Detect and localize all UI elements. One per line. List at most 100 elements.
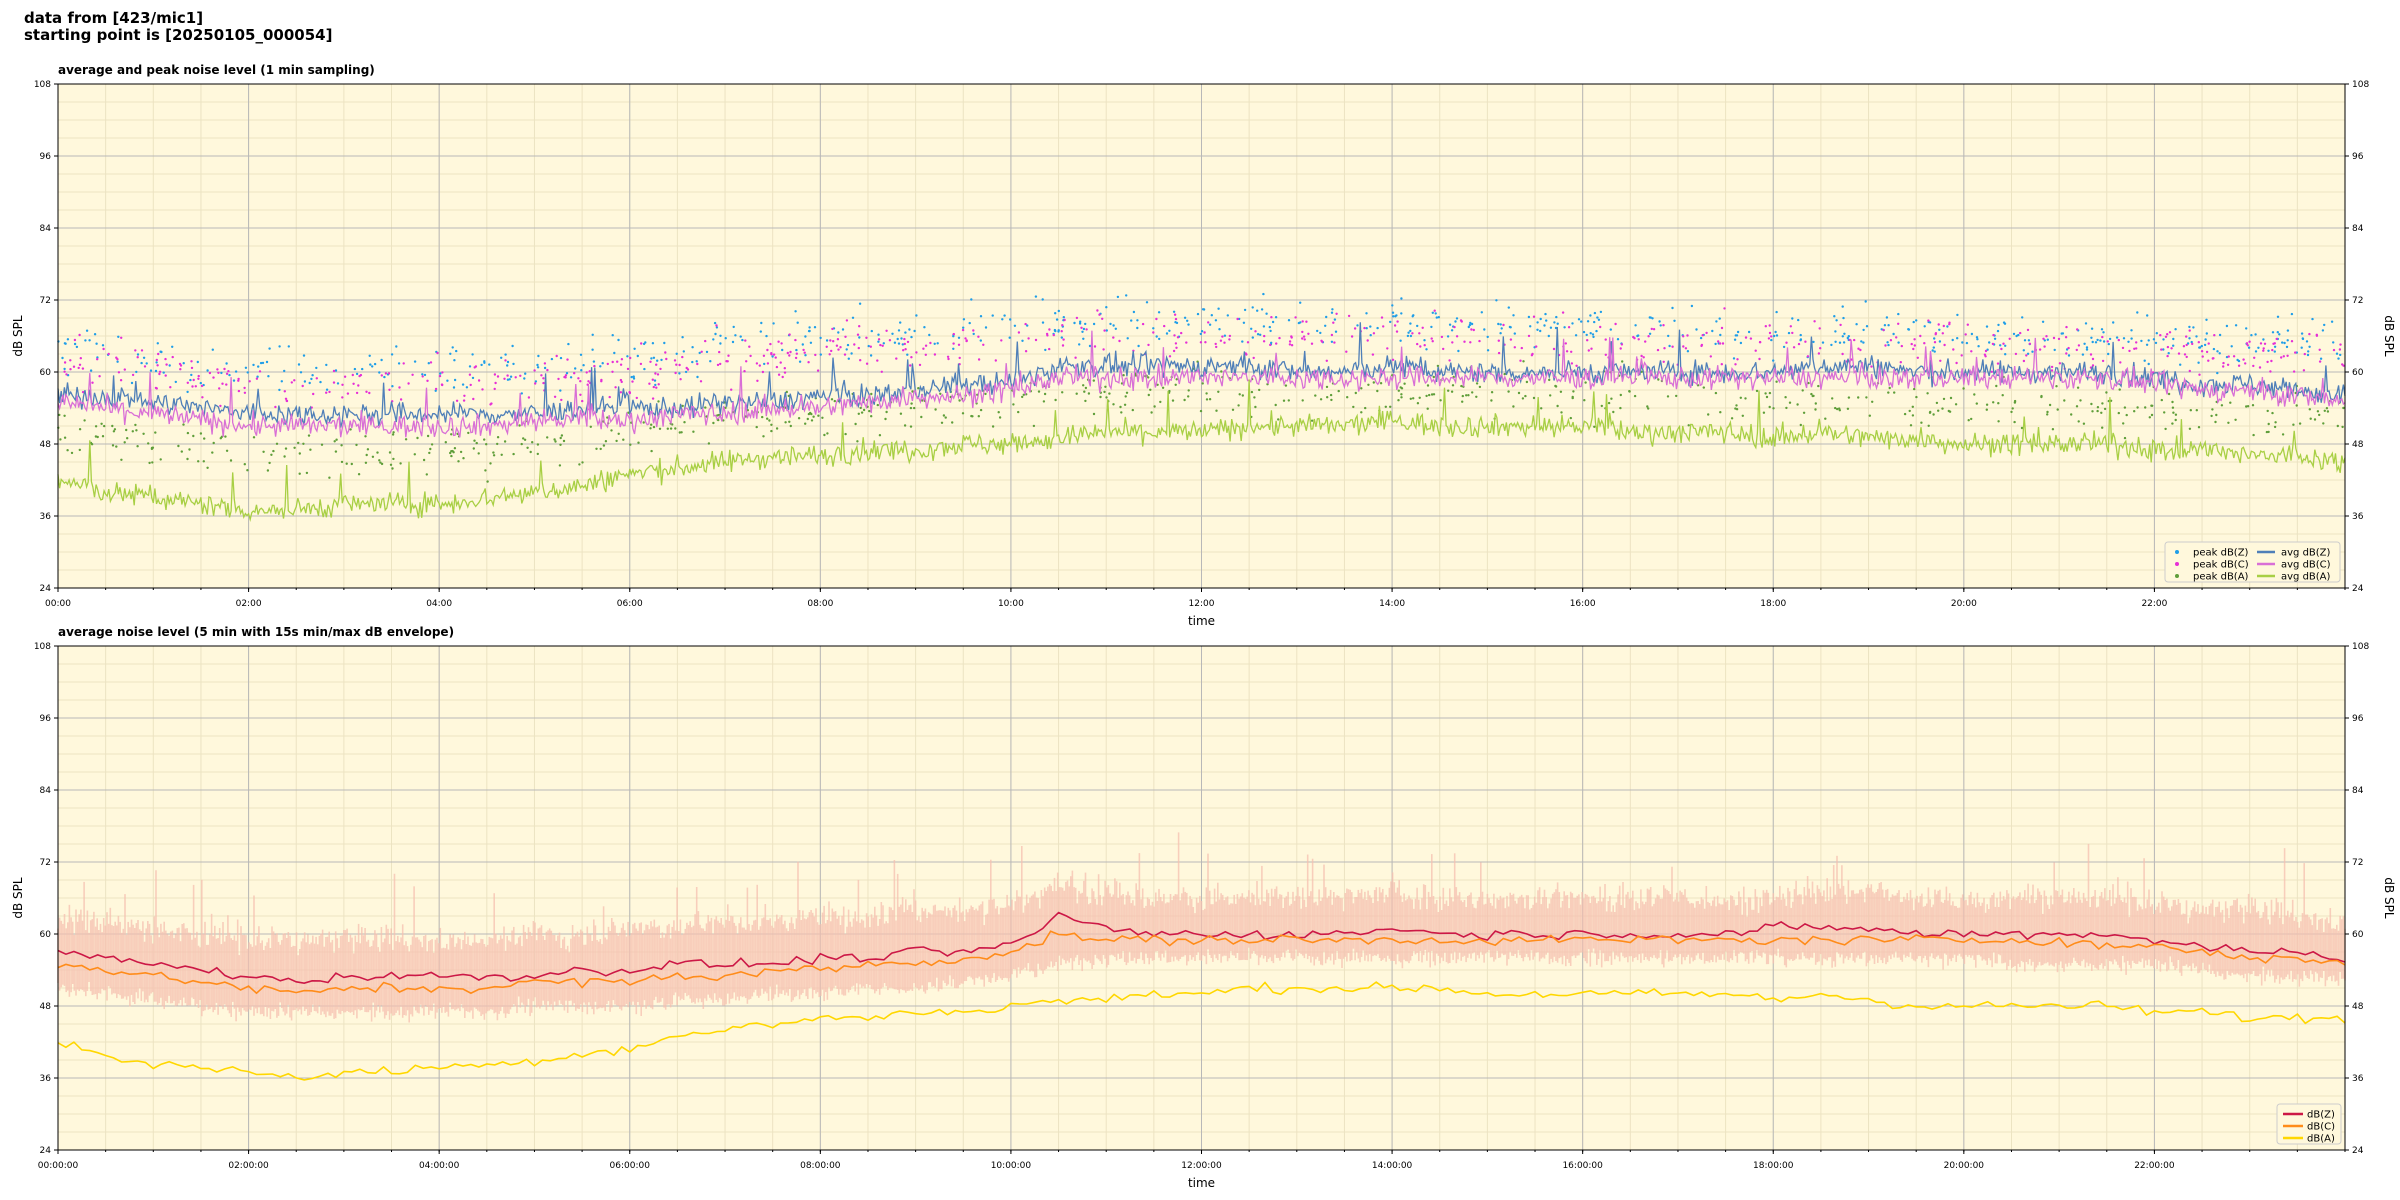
point: [766, 362, 770, 365]
point: [626, 355, 629, 358]
point: [1791, 317, 1794, 320]
point: [1880, 328, 1883, 331]
point: [1846, 336, 1850, 340]
point: [671, 423, 674, 426]
point: [636, 354, 639, 358]
point: [1219, 339, 1223, 342]
point: [123, 368, 127, 371]
point: [78, 363, 82, 366]
point: [2290, 312, 2294, 316]
point: [311, 374, 314, 377]
point: [255, 377, 259, 380]
point: [1941, 332, 1945, 335]
point: [2147, 362, 2150, 366]
point: [1433, 309, 1436, 312]
point: [1215, 345, 1218, 349]
point: [1590, 347, 1593, 350]
point: [1012, 403, 1015, 406]
point: [84, 339, 87, 342]
point: [1834, 330, 1837, 333]
point: [1325, 315, 1328, 319]
point: [1620, 343, 1624, 346]
point: [2205, 332, 2208, 335]
point: [221, 382, 224, 385]
legend-label: peak dB(A): [2193, 572, 2249, 583]
point: [252, 363, 255, 367]
point: [1658, 320, 1661, 323]
point: [1824, 417, 1827, 420]
point: [1586, 339, 1589, 342]
point: [1158, 337, 1161, 341]
point: [1715, 320, 1718, 323]
point: [1180, 331, 1183, 335]
point: [853, 343, 856, 346]
ytick-label-left: 60: [40, 930, 52, 940]
point: [2309, 417, 2312, 420]
point: [469, 383, 472, 387]
point: [1782, 345, 1786, 349]
point: [795, 348, 798, 352]
point: [1055, 318, 1059, 321]
point: [1571, 396, 1574, 400]
point: [423, 373, 427, 377]
point: [2108, 337, 2112, 341]
point: [1021, 395, 1024, 399]
point: [81, 367, 85, 370]
point: [2246, 344, 2249, 347]
point: [2146, 314, 2149, 317]
point: [2050, 365, 2054, 369]
point: [1503, 372, 1506, 376]
point: [1585, 333, 1588, 337]
point: [2273, 345, 2277, 348]
point: [899, 412, 903, 415]
point: [1114, 327, 1118, 330]
point: [1548, 378, 1551, 382]
point: [600, 380, 603, 383]
point: [1909, 424, 1913, 427]
point: [1461, 394, 1465, 398]
point: [652, 356, 656, 359]
point: [2163, 411, 2166, 414]
point: [593, 364, 596, 368]
point: [1770, 338, 1773, 342]
point: [579, 353, 583, 356]
point: [371, 365, 374, 368]
point: [1892, 332, 1895, 336]
point: [78, 333, 81, 337]
point: [1513, 346, 1517, 349]
point: [103, 424, 106, 428]
point: [1435, 316, 1439, 319]
point: [2212, 357, 2215, 360]
point: [334, 369, 338, 372]
point: [934, 408, 937, 411]
point: [2014, 352, 2018, 356]
ytick-label-right: 60: [2352, 930, 2364, 940]
point: [1008, 336, 1011, 339]
point: [665, 357, 668, 361]
point: [1673, 319, 1676, 322]
point: [1970, 417, 1973, 421]
point: [1912, 347, 1915, 351]
point: [1744, 397, 1747, 400]
point: [297, 441, 300, 445]
point: [453, 359, 456, 362]
point: [1720, 363, 1724, 366]
point: [846, 343, 850, 347]
point: [536, 443, 540, 446]
point: [1545, 319, 1548, 322]
point: [351, 373, 354, 377]
point: [275, 442, 279, 445]
point: [1999, 344, 2002, 347]
point: [65, 373, 68, 376]
point: [1975, 402, 1979, 405]
point: [223, 367, 226, 371]
point: [2083, 342, 2086, 345]
point: [1984, 349, 1988, 353]
point: [1644, 340, 1647, 343]
point: [1529, 325, 1532, 328]
ytick-label-right: 84: [2352, 224, 2364, 234]
point: [1690, 304, 1694, 308]
point: [83, 419, 86, 422]
grid: [57, 645, 2346, 1151]
